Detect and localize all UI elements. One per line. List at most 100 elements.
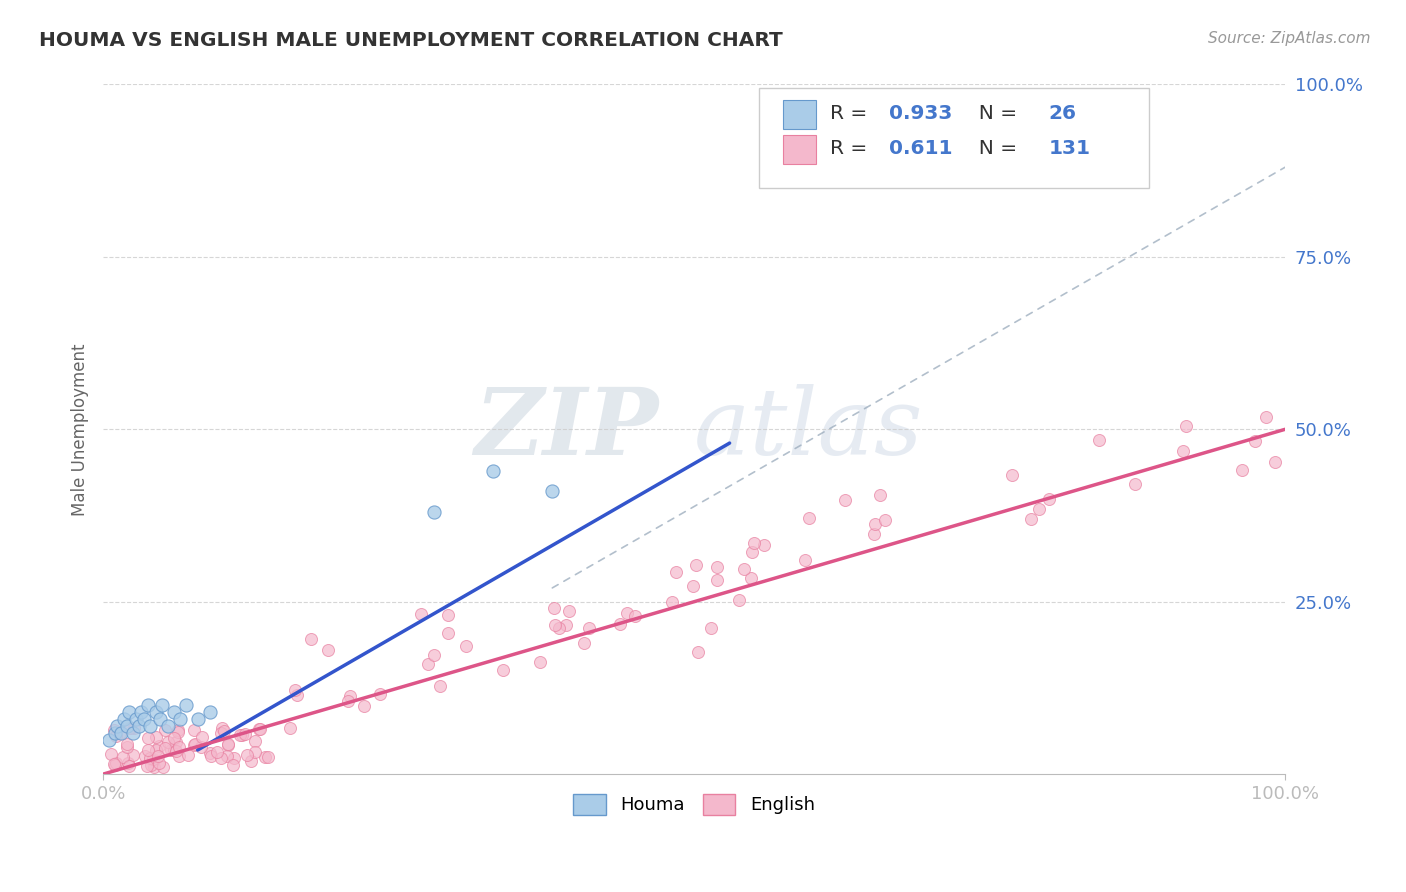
Point: [685, 558, 707, 573]
Point: [423, 505, 446, 519]
Point: [136, 698, 159, 713]
Point: [128, 719, 150, 733]
Point: [863, 516, 886, 531]
Point: [103, 756, 125, 771]
Point: [799, 511, 821, 525]
Point: [142, 752, 165, 766]
Point: [120, 722, 142, 736]
Point: [240, 754, 263, 768]
Point: [136, 759, 159, 773]
Point: [98, 732, 121, 747]
Point: [661, 595, 683, 609]
Point: [112, 712, 135, 726]
Point: [190, 740, 212, 755]
Text: atlas: atlas: [695, 384, 924, 475]
Point: [198, 705, 221, 719]
Point: [169, 712, 191, 726]
Point: [665, 565, 688, 579]
Point: [454, 639, 477, 653]
Point: [245, 734, 267, 748]
Point: [243, 745, 266, 759]
Point: [706, 573, 728, 587]
Point: [548, 621, 571, 635]
Point: [217, 749, 239, 764]
Point: [543, 601, 565, 615]
Point: [728, 593, 751, 607]
Text: 0.933: 0.933: [889, 103, 952, 123]
Point: [529, 655, 551, 669]
Point: [136, 731, 159, 746]
Point: [200, 747, 222, 761]
Point: [423, 648, 446, 662]
Point: [100, 747, 122, 762]
Point: [125, 712, 148, 726]
Point: [112, 750, 135, 764]
Point: [217, 738, 239, 752]
Point: [105, 719, 128, 733]
Legend: Houma, English: Houma, English: [564, 785, 824, 823]
Point: [145, 742, 167, 756]
Point: [153, 723, 176, 737]
Point: [142, 760, 165, 774]
Point: [623, 609, 645, 624]
Point: [209, 750, 232, 764]
Point: [117, 737, 139, 751]
Text: N =: N =: [966, 139, 1024, 158]
Point: [278, 721, 301, 735]
Point: [222, 758, 245, 772]
Point: [118, 705, 141, 719]
FancyBboxPatch shape: [783, 135, 815, 164]
Point: [616, 606, 638, 620]
Point: [183, 723, 205, 737]
Text: ZIP: ZIP: [474, 384, 658, 475]
Point: [733, 561, 755, 575]
Point: [429, 679, 451, 693]
Point: [700, 621, 723, 635]
Point: [122, 748, 145, 763]
Point: [167, 724, 190, 739]
Point: [104, 758, 127, 772]
Point: [229, 728, 252, 742]
Point: [166, 723, 188, 738]
Point: [1001, 468, 1024, 483]
Point: [105, 756, 128, 770]
Point: [177, 747, 200, 762]
Point: [187, 712, 209, 726]
Point: [1174, 418, 1197, 433]
Point: [1028, 502, 1050, 516]
Point: [190, 731, 212, 745]
Point: [236, 747, 259, 762]
Point: [134, 712, 156, 726]
Text: HOUMA VS ENGLISH MALE UNEMPLOYMENT CORRELATION CHART: HOUMA VS ENGLISH MALE UNEMPLOYMENT CORRE…: [39, 31, 783, 50]
Point: [134, 748, 156, 763]
Point: [834, 492, 856, 507]
Point: [682, 579, 704, 593]
Point: [200, 748, 222, 763]
Point: [742, 536, 765, 550]
Point: [157, 735, 180, 749]
Point: [217, 737, 239, 751]
Point: [152, 759, 174, 773]
Point: [418, 657, 440, 671]
Point: [1088, 434, 1111, 448]
Point: [214, 724, 236, 739]
Point: [121, 725, 143, 739]
Text: N =: N =: [966, 103, 1024, 123]
Point: [285, 688, 308, 702]
Point: [1230, 463, 1253, 477]
Point: [574, 636, 596, 650]
Text: Source: ZipAtlas.com: Source: ZipAtlas.com: [1208, 31, 1371, 46]
Point: [150, 698, 173, 713]
Point: [1123, 477, 1146, 491]
Point: [862, 526, 884, 541]
Point: [1019, 511, 1042, 525]
Point: [141, 757, 163, 772]
Point: [211, 721, 233, 735]
Point: [104, 730, 127, 744]
Point: [409, 607, 432, 621]
Point: [1171, 444, 1194, 458]
Point: [1038, 492, 1060, 507]
Point: [541, 484, 564, 499]
Point: [437, 608, 460, 623]
Point: [157, 719, 180, 733]
